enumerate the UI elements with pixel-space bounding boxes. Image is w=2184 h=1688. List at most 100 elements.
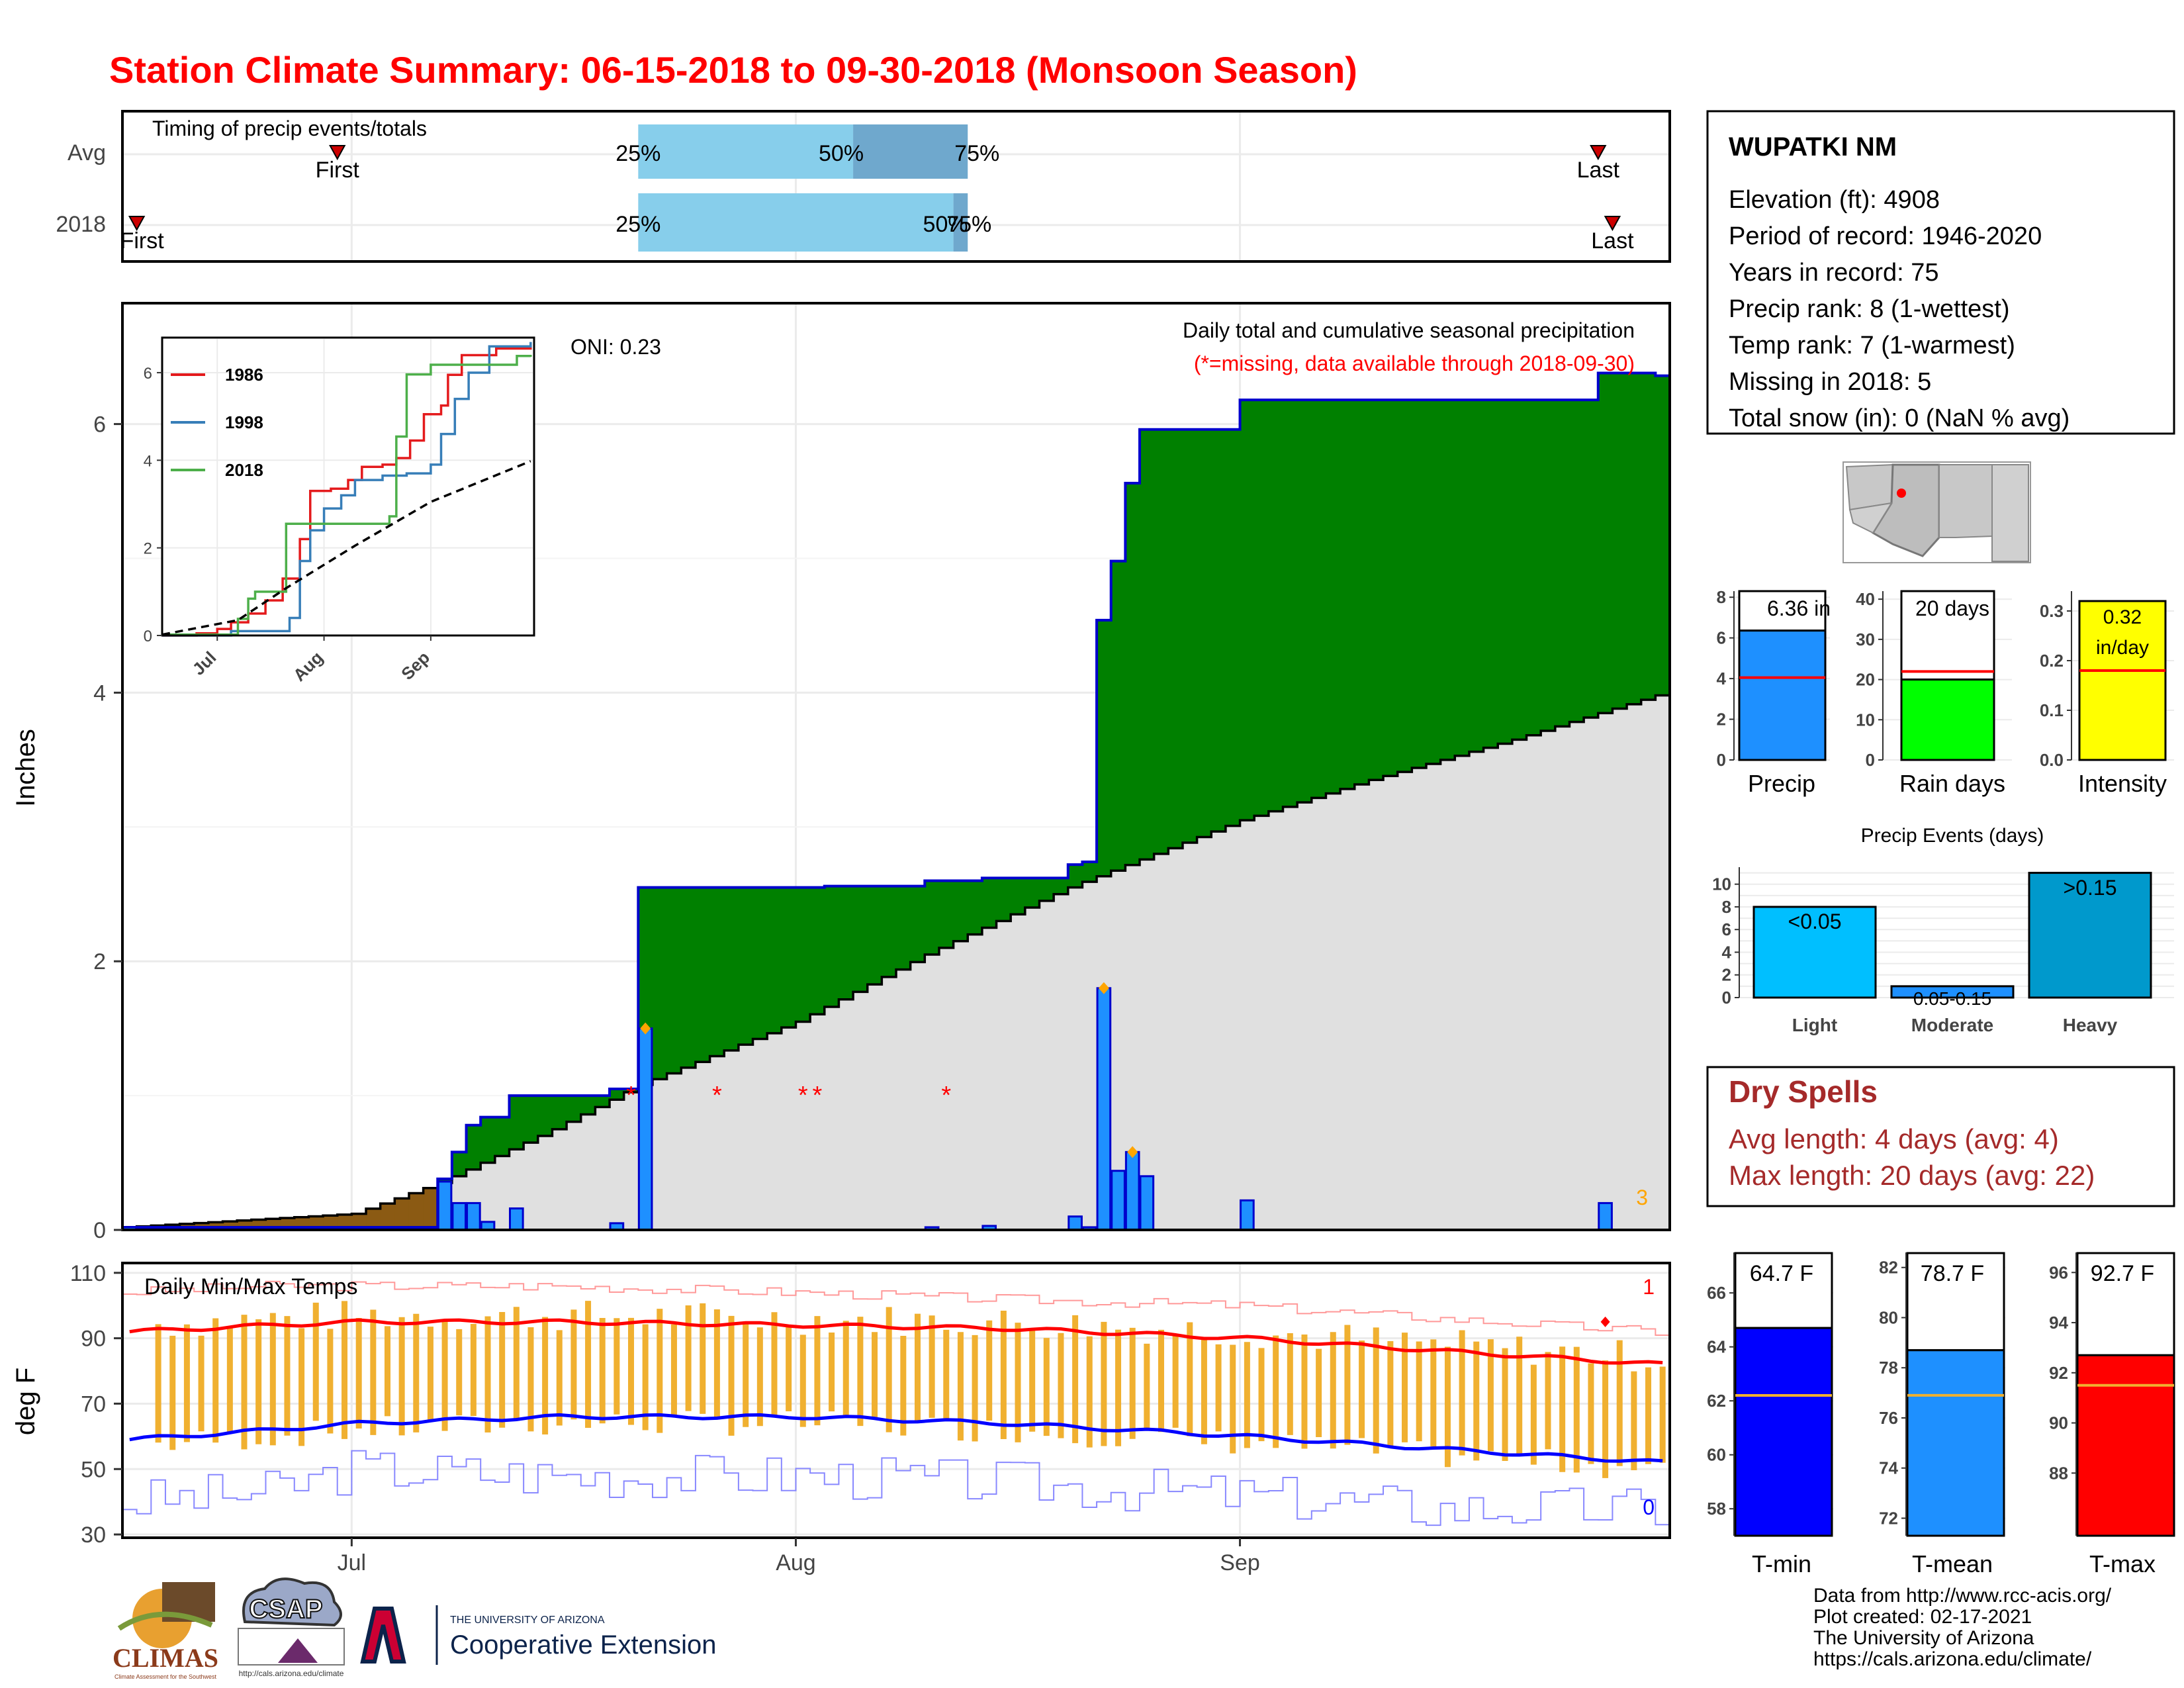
- summary-raindays-tick-label: 30: [1856, 630, 1875, 649]
- above-average-segment: [681, 887, 696, 1068]
- above-average-segment: [1612, 373, 1627, 709]
- above-average-segment: [523, 1096, 539, 1143]
- summary-raindays-value-bar: [1900, 679, 1995, 761]
- temp-y-axis: 30 50 70 90 110: [70, 1261, 122, 1548]
- below-average-segment: [222, 1221, 238, 1227]
- temp-summary-tick-label: 74: [1879, 1458, 1898, 1478]
- avg-p25-label: 25%: [615, 141, 660, 166]
- csap-logo: CSAP http://cals.arizona.edu/climate: [238, 1577, 345, 1678]
- csap-logo-text: CSAP: [249, 1595, 322, 1624]
- summary-raindays-tick-label: 10: [1856, 710, 1875, 729]
- ua-logo-mark: [360, 1607, 406, 1664]
- timing-bars: [638, 124, 968, 252]
- temp-summary-value-tmax: 92.7 F: [2091, 1261, 2154, 1286]
- temp-summary-tick-label: 78: [1879, 1358, 1898, 1378]
- timing-row-avg-label: Avg: [68, 140, 106, 165]
- above-average-segment: [1354, 400, 1369, 785]
- events-y-tick-label: 4: [1722, 942, 1732, 962]
- temp-y-tick-label: 50: [81, 1457, 106, 1482]
- summary-precip-tick-label: 2: [1717, 710, 1726, 729]
- above-average-segment: [1412, 400, 1427, 769]
- above-average-segment: [1526, 400, 1541, 735]
- inset-lines: [161, 342, 532, 637]
- daily-precip-bar: [451, 1201, 467, 1231]
- temp-summary-t-max: 88 90 92 94 96: [2049, 1252, 2175, 1537]
- record-marker: [640, 1022, 651, 1035]
- events-label-moderate: 0.05-0.15: [1913, 988, 1991, 1009]
- below-average-segment: [280, 1217, 295, 1227]
- temp-summary-tick-label: 94: [2049, 1313, 2068, 1333]
- precip-y-axis: 0 2 4 6: [93, 412, 122, 1243]
- station-line-snow: Total snow (in): 0 (NaN % avg): [1729, 404, 2070, 432]
- below-average-segment: [208, 1222, 224, 1227]
- above-average-segment: [1140, 429, 1155, 860]
- events-y-tick-label: 0: [1722, 988, 1731, 1008]
- summary-raindays-tick-label: 20: [1856, 670, 1875, 690]
- daily-precip-bar: [1598, 1201, 1613, 1231]
- above-average-segment: [1125, 483, 1140, 865]
- temp-panel-label: Daily Min/Max Temps: [144, 1274, 357, 1299]
- climas-logo-subtext: Climate Assessment for the Southwest: [114, 1673, 217, 1680]
- above-average-segment: [1455, 400, 1470, 756]
- temp-summary-tick-label: 66: [1707, 1283, 1726, 1303]
- precip-daily-bars: [122, 987, 1613, 1231]
- above-average-segment: [666, 887, 682, 1074]
- summary-intensity-chart: 0.0 0.1 0.2 0.3: [2040, 591, 2174, 770]
- below-average-segment: [294, 1217, 310, 1227]
- y2018-p75-label: 75%: [946, 212, 991, 237]
- temp-summary-value-tmean: 78.7 F: [1921, 1261, 1984, 1286]
- inset-legend: 1986 1998 2018: [171, 365, 263, 480]
- below-average-segment: [366, 1208, 381, 1227]
- summary-raindays-chart: 0 10 20 30 40: [1856, 589, 2012, 770]
- above-average-segment: [1054, 878, 1069, 894]
- precip-missing-note: (*=missing, data available through 2018-…: [1194, 352, 1635, 375]
- above-average-segment: [1097, 620, 1112, 876]
- summary-intensity-label: Intensity: [2078, 770, 2167, 797]
- temp-summary-upper-box: [2076, 1252, 2175, 1356]
- inset-average-line: [161, 459, 531, 636]
- timing-markers: [128, 145, 1621, 232]
- inset-legend-label-1986: 1986: [225, 365, 263, 385]
- events-label-heavy: >0.15: [2064, 876, 2117, 900]
- station-info-frame: [1706, 110, 2175, 435]
- above-average-segment: [1297, 400, 1312, 803]
- temp-corner-top: 1: [1643, 1275, 1655, 1299]
- temp-daily-bars: [155, 1301, 1666, 1478]
- page-title: Station Climate Summary: 06-15-2018 to 0…: [109, 49, 1357, 91]
- events-bar-light: [1752, 906, 1877, 999]
- summary-intensity-tick-label: 0.3: [2040, 601, 2064, 621]
- above-average-segment: [1082, 862, 1097, 882]
- avg-first-label: First: [316, 158, 360, 183]
- above-average-segment: [1469, 400, 1484, 752]
- events-bar-heavy: [2028, 872, 2152, 999]
- below-average-segment: [179, 1223, 195, 1227]
- temp-summary-tick-label: 60: [1707, 1445, 1726, 1465]
- above-average-segment: [1397, 400, 1412, 773]
- timing-panel: Timing of precip events/totals Avg 2018 …: [56, 110, 1671, 263]
- y2018-first-label: First: [120, 228, 165, 254]
- ua-logo-line2: Cooperative Extension: [450, 1630, 716, 1660]
- csap-logo-cloud: [242, 1577, 342, 1627]
- above-average-segment: [953, 880, 968, 941]
- summary-intensity-value-bar: [2078, 600, 2167, 761]
- above-average-segment: [724, 887, 739, 1051]
- events-bars: 0 2 4 68 10: [1712, 867, 2174, 1008]
- above-average-segment: [1268, 400, 1284, 812]
- temp-lines: [122, 1280, 1670, 1526]
- above-average-segment: [1426, 400, 1441, 764]
- location-map: [1843, 461, 2031, 563]
- below-average-segment: [408, 1193, 424, 1227]
- footer-line-1: Data from http://www.rcc-acis.org/: [1813, 1585, 2112, 1607]
- above-average-segment: [1584, 400, 1599, 718]
- inset-legend-label-2018: 2018: [225, 460, 263, 480]
- above-average-segment: [810, 887, 825, 1015]
- station-info-box: WUPATKI NM Elevation (ft): 4908 Period o…: [1706, 110, 2175, 435]
- above-average-segment: [1154, 429, 1169, 854]
- precip-areas: [122, 371, 1670, 1230]
- temp-summary-tick-label: 82: [1879, 1258, 1898, 1278]
- summary-intensity-unit: in/day: [2096, 637, 2149, 659]
- above-average-segment: [1569, 400, 1584, 722]
- temp-summary-charts: 58 60 62 64 66 72 74 76 78 80 82 88 90 92 94 96: [1707, 1252, 2175, 1537]
